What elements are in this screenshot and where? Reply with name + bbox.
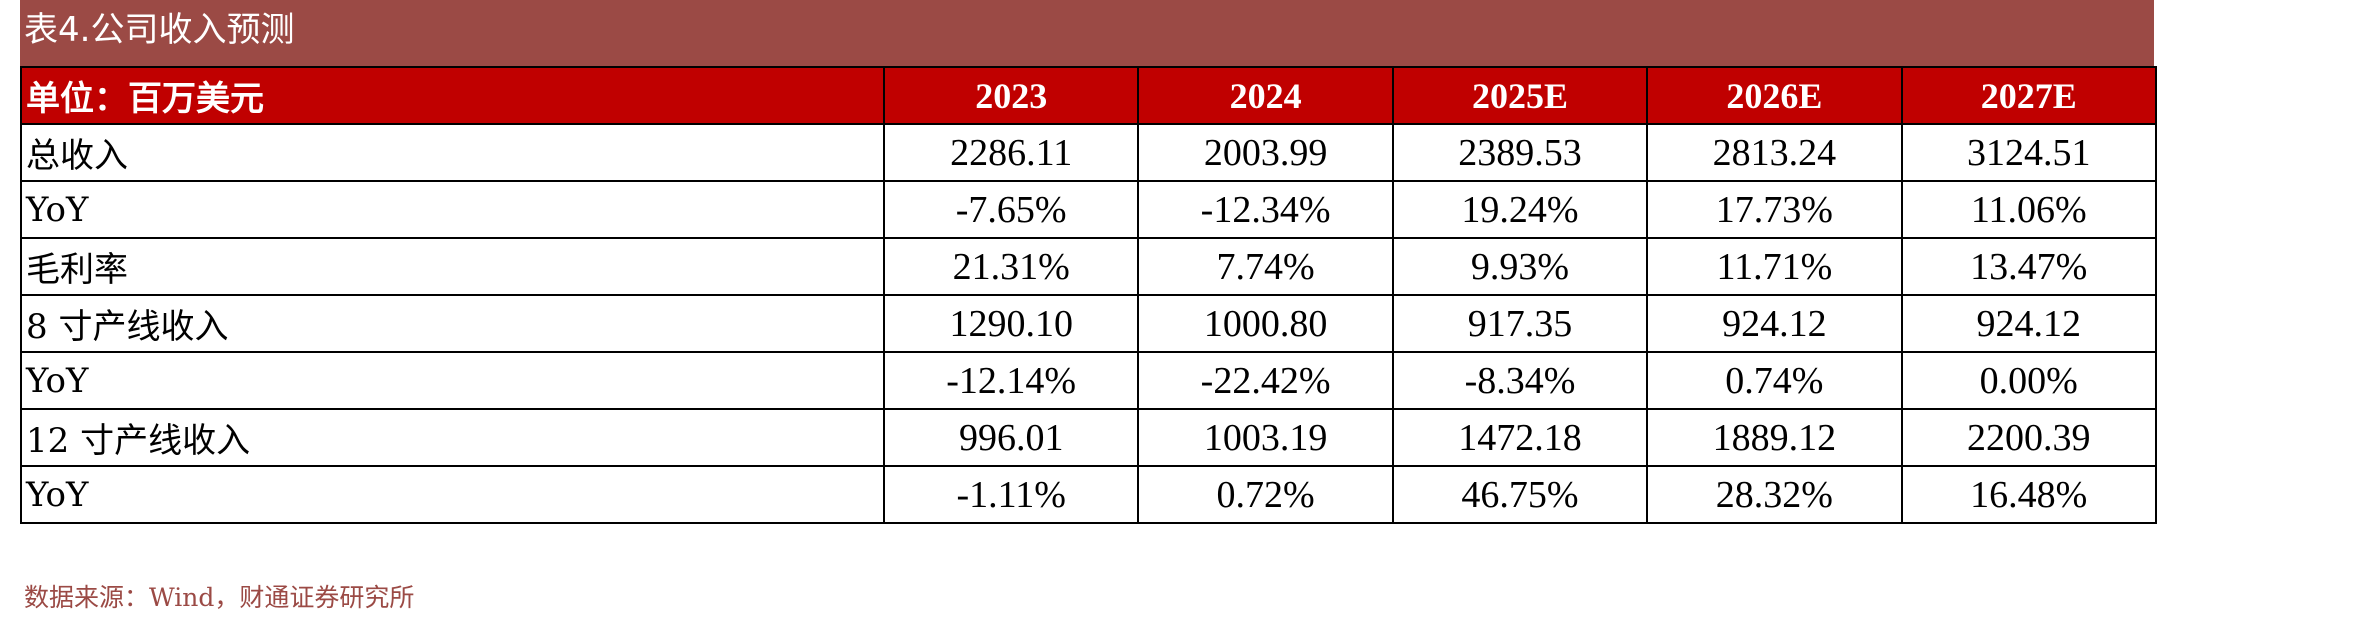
table-cell: 9.93% bbox=[1391, 237, 1649, 296]
table-row: 总收入 2286.11 2003.99 2389.53 2813.24 3124… bbox=[20, 123, 2157, 182]
table-cell: 46.75% bbox=[1391, 465, 1649, 524]
row-label: 12 寸产线收入 bbox=[20, 408, 885, 467]
year-header: 2025E bbox=[1391, 66, 1649, 125]
table-title: 表4.公司收入预测 bbox=[20, 0, 2154, 66]
table-cell: 19.24% bbox=[1391, 180, 1649, 239]
table-row: YoY -12.14% -22.42% -8.34% 0.74% 0.00% bbox=[20, 351, 2157, 410]
table-cell: 1290.10 bbox=[882, 294, 1140, 353]
revenue-forecast-table: 单位：百万美元 2023 2024 2025E 2026E 2027E 总收入 … bbox=[20, 66, 2157, 524]
year-header: 2023 bbox=[882, 66, 1140, 125]
table-cell: 924.12 bbox=[1646, 294, 1903, 353]
table-cell: 2813.24 bbox=[1646, 123, 1903, 182]
table-cell: 2003.99 bbox=[1137, 123, 1394, 182]
table-row: 12 寸产线收入 996.01 1003.19 1472.18 1889.12 … bbox=[20, 408, 2157, 467]
header-row: 单位：百万美元 2023 2024 2025E 2026E 2027E bbox=[20, 66, 2157, 125]
year-header: 2027E bbox=[1900, 66, 2157, 125]
row-label: YoY bbox=[20, 351, 885, 410]
row-label: YoY bbox=[20, 465, 885, 524]
row-label: 毛利率 bbox=[20, 237, 885, 296]
table-cell: -1.11% bbox=[882, 465, 1140, 524]
table-cell: 16.48% bbox=[1900, 465, 2157, 524]
year-header: 2026E bbox=[1646, 66, 1903, 125]
table-cell: 3124.51 bbox=[1900, 123, 2157, 182]
table-cell: -12.14% bbox=[882, 351, 1140, 410]
table-row: YoY -1.11% 0.72% 46.75% 28.32% 16.48% bbox=[20, 465, 2157, 524]
table-cell: 1889.12 bbox=[1646, 408, 1903, 467]
table-cell: 2286.11 bbox=[882, 123, 1140, 182]
table-cell: 11.71% bbox=[1646, 237, 1903, 296]
row-label: 8 寸产线收入 bbox=[20, 294, 885, 353]
table-cell: -7.65% bbox=[882, 180, 1140, 239]
table-cell: -22.42% bbox=[1137, 351, 1394, 410]
table-row: 毛利率 21.31% 7.74% 9.93% 11.71% 13.47% bbox=[20, 237, 2157, 296]
row-label: YoY bbox=[20, 180, 885, 239]
table-cell: 1000.80 bbox=[1137, 294, 1394, 353]
table-cell: 13.47% bbox=[1900, 237, 2157, 296]
table-cell: 28.32% bbox=[1646, 465, 1903, 524]
table-cell: -8.34% bbox=[1391, 351, 1649, 410]
table-cell: 917.35 bbox=[1391, 294, 1649, 353]
table-cell: 0.72% bbox=[1137, 465, 1394, 524]
table-cell: 7.74% bbox=[1137, 237, 1394, 296]
table-row: YoY -7.65% -12.34% 19.24% 17.73% 11.06% bbox=[20, 180, 2157, 239]
table-cell: 2200.39 bbox=[1900, 408, 2157, 467]
table-cell: 2389.53 bbox=[1391, 123, 1649, 182]
table-cell: -12.34% bbox=[1137, 180, 1394, 239]
year-header: 2024 bbox=[1137, 66, 1394, 125]
unit-header: 单位：百万美元 bbox=[20, 66, 885, 125]
table-cell: 0.00% bbox=[1900, 351, 2157, 410]
table-cell: 17.73% bbox=[1646, 180, 1903, 239]
table-cell: 924.12 bbox=[1900, 294, 2157, 353]
table-cell: 0.74% bbox=[1646, 351, 1903, 410]
table-cell: 1472.18 bbox=[1391, 408, 1649, 467]
table-cell: 11.06% bbox=[1900, 180, 2157, 239]
table-cell: 1003.19 bbox=[1137, 408, 1394, 467]
table-row: 8 寸产线收入 1290.10 1000.80 917.35 924.12 92… bbox=[20, 294, 2157, 353]
data-source-note: 数据来源：Wind，财通证券研究所 bbox=[24, 583, 415, 612]
table-cell: 996.01 bbox=[882, 408, 1140, 467]
row-label: 总收入 bbox=[20, 123, 885, 182]
table-cell: 21.31% bbox=[882, 237, 1140, 296]
